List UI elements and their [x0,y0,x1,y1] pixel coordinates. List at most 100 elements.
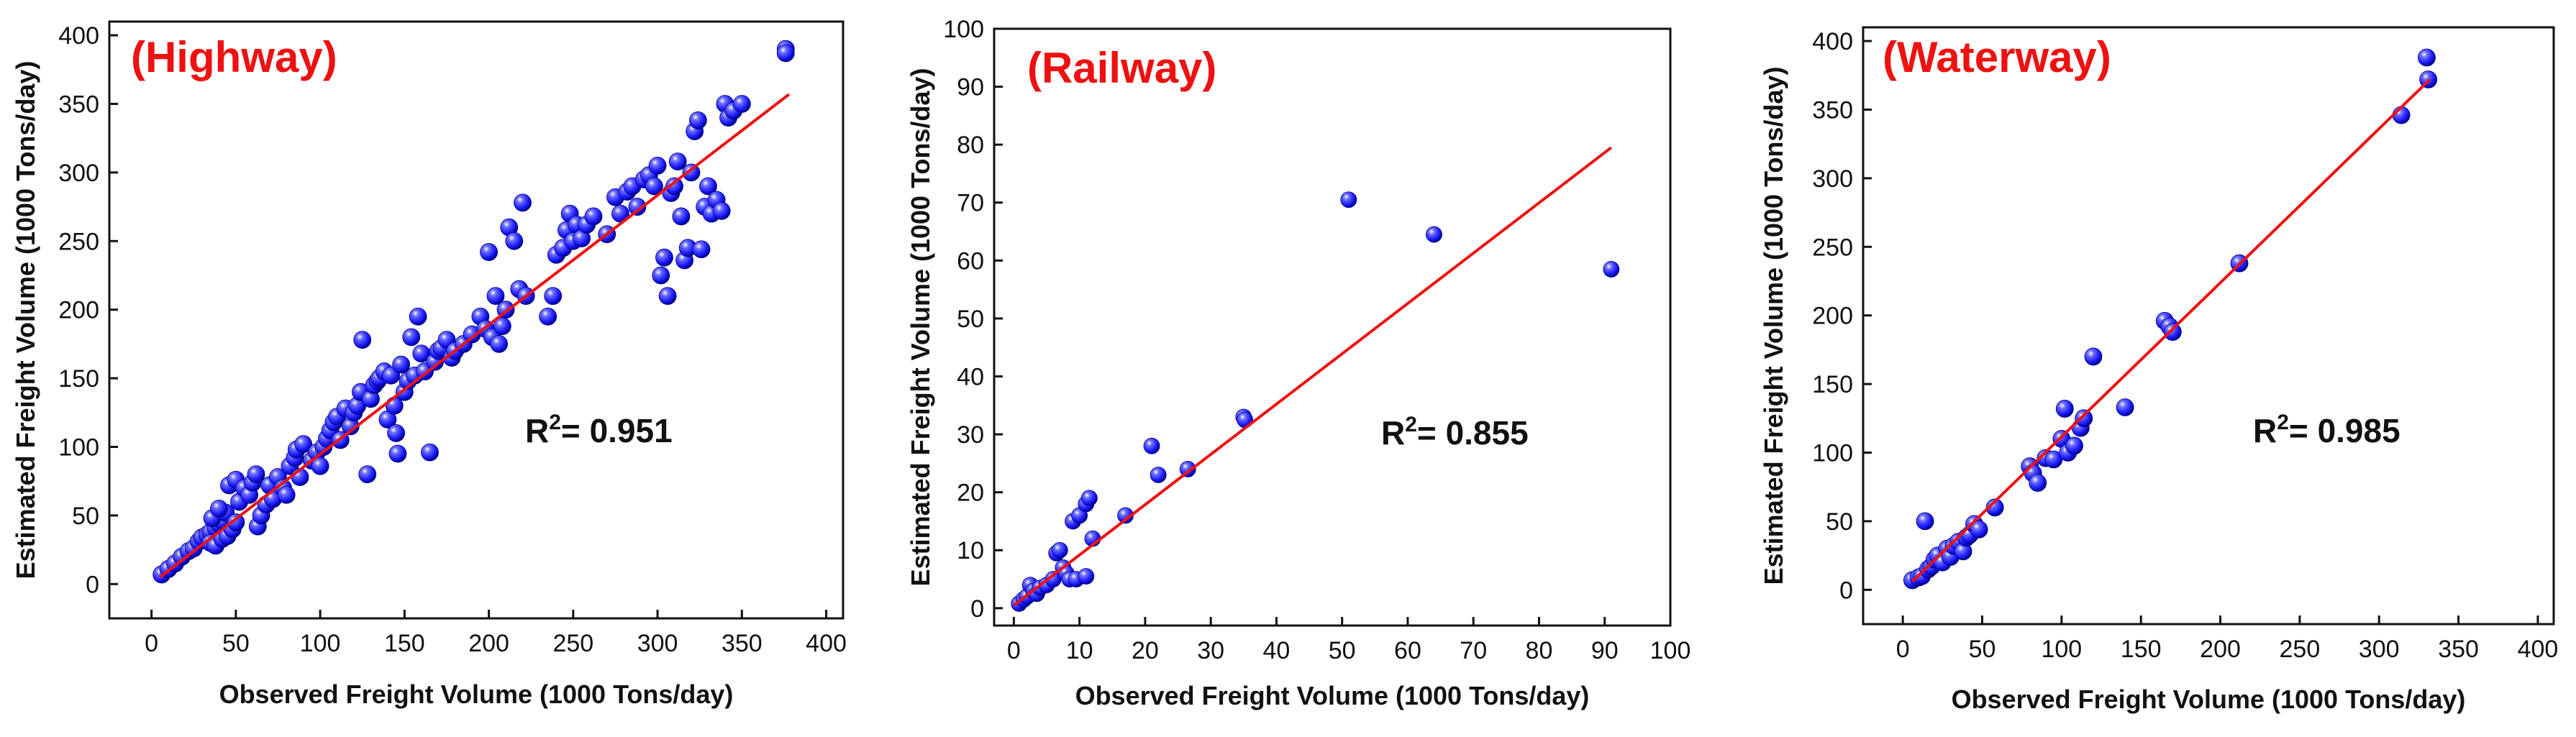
data-point [665,177,683,196]
scatter-points [153,40,795,584]
data-point [2055,400,2074,418]
x-tick-label: 100 [300,630,341,657]
x-tick-label: 400 [2518,636,2559,663]
x-tick-label: 250 [552,630,593,657]
x-tick-label: 50 [1329,637,1356,664]
y-tick-label: 30 [957,421,984,449]
y-tick-label: 150 [1812,371,1853,398]
data-point [584,207,603,226]
x-tick-label: 0 [145,630,158,657]
r2-symbol: R [1381,414,1405,452]
r2-superscript: 2 [2277,411,2289,434]
data-point [539,307,557,326]
data-point [1143,437,1160,454]
x-axis-label: Observed Freight Volume (1000 Tons/day) [1952,685,2466,714]
r2-annotation: R2= 0.985 [2253,411,2400,449]
highway-chart: 0 50 100 150 200 250 300 350 400 0 50 100 150 200 250… [11,20,847,709]
data-point [2084,347,2103,366]
y-tick-label: 70 [957,190,984,217]
data-point [1916,512,1934,531]
data-point [311,457,329,475]
data-point [699,177,717,196]
plot-frame [993,27,1672,627]
data-point [1985,498,2004,517]
y-tick-label: 250 [58,228,99,255]
y-tick-label: 400 [1812,28,1853,55]
y-axis-label: Estimated Freight Volume (1000 Tons/day) [1759,67,1788,585]
data-point [658,287,677,306]
x-tick-label: 40 [1263,637,1291,664]
x-tick-label: 400 [806,630,847,657]
data-point [486,287,505,306]
data-point [247,465,265,484]
data-point [2163,323,2182,341]
x-tick-label: 150 [384,630,425,657]
x-tick-label: 200 [2200,636,2241,663]
data-point [732,95,751,113]
y-tick-label: 20 [957,480,984,507]
x-axis-ticks: 0 10 20 30 40 50 60 70 80 90 100 [1007,617,1690,664]
r2-superscript: 2 [549,411,561,434]
x-tick-label: 0 [1896,636,1910,663]
x-axis-label: Observed Freight Volume (1000 Tons/day) [1075,681,1590,710]
panel-title: (Waterway) [1883,33,2111,81]
y-axis-label: Estimated Freight Volume (1000 Tons/day) [11,61,40,580]
data-point [1150,467,1167,483]
r2-superscript: 2 [1405,413,1417,436]
y-tick-label: 50 [1826,508,1853,536]
x-axis-label: Observed Freight Volume (1000 Tons/day) [219,679,734,709]
data-point [480,243,498,261]
x-tick-label: 90 [1591,637,1619,664]
data-point [648,156,667,175]
x-tick-label: 300 [2359,636,2400,663]
x-tick-label: 80 [1526,637,1553,664]
x-tick-label: 100 [2041,636,2082,663]
y-tick-label: 200 [1812,303,1853,330]
x-tick-label: 300 [637,630,678,657]
scatter-points [1011,191,1620,612]
x-axis-ticks: 0 50 100 150 200 250 300 350 400 [145,610,847,657]
fit-line [159,93,791,579]
x-tick-label: 250 [2280,636,2321,663]
data-point [210,499,228,518]
data-point [358,465,377,484]
data-point [2116,398,2134,416]
data-point [645,177,663,196]
y-tick-label: 50 [957,306,984,333]
x-tick-label: 200 [468,630,509,657]
x-tick-label: 20 [1132,637,1159,664]
x-tick-label: 350 [722,630,763,657]
data-point [505,232,524,250]
data-point [227,513,245,531]
y-axis-label: Estimated Freight Volume (1000 Tons/day) [906,68,935,587]
data-point [387,424,406,442]
data-point [1078,568,1095,585]
data-point [1603,261,1620,278]
y-tick-label: 0 [86,571,99,598]
y-tick-label: 10 [957,537,984,564]
y-axis-ticks: 0 10 20 30 40 50 60 70 80 90 100 [943,16,1003,623]
data-point [402,328,421,347]
data-point [409,307,427,326]
data-point [514,193,532,212]
data-point [544,287,563,306]
data-point [277,485,296,504]
y-axis-ticks: 0 50 100 150 200 250 300 350 400 [58,22,118,598]
y-tick-label: 400 [58,22,99,50]
x-tick-label: 70 [1460,637,1487,664]
y-tick-label: 200 [58,297,99,324]
highway-panel: 0 50 100 150 200 250 300 350 400 0 50 100 150 200 250… [0,0,849,737]
data-point [392,355,411,374]
data-point [1179,461,1196,477]
data-point [388,444,407,463]
r2-value: = 0.855 [1417,414,1529,452]
y-tick-label: 100 [943,16,984,43]
data-point [421,443,439,462]
data-point [2075,409,2093,428]
panel-title: (Highway) [131,33,337,81]
fit-line [1911,78,2431,583]
y-tick-label: 350 [58,91,99,118]
r2-value: = 0.951 [561,412,673,449]
data-point [628,198,647,216]
y-tick-label: 0 [1839,577,1853,604]
